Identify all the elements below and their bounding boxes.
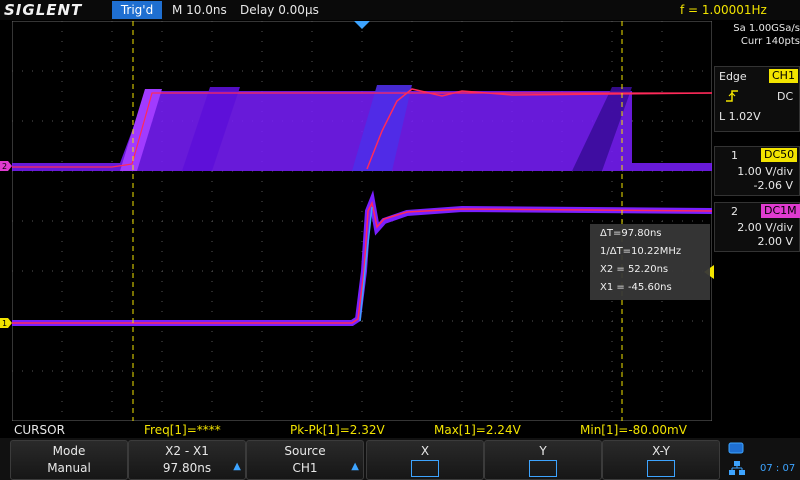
x2-readout: X2 = 52.20ns	[600, 264, 669, 275]
xy-cursor-icon	[647, 460, 675, 477]
clock: 07 : 07	[760, 463, 796, 474]
ch1-ground-marker: 1	[0, 318, 12, 328]
ch1-coupling: DC50	[761, 148, 798, 162]
ch2-ground-marker: 2	[0, 161, 12, 171]
rising-edge-icon	[726, 90, 738, 102]
trigger-position-marker	[354, 21, 370, 29]
ch1-offset: -2.06 V	[753, 179, 793, 192]
y-cursor-icon	[529, 460, 557, 477]
delta-t-readout: ΔT=97.80ns	[600, 228, 662, 239]
trigger-level: L 1.02V	[719, 110, 761, 123]
source-softkey[interactable]: Source CH1 ▲	[246, 440, 364, 480]
cursor-readout-box: ΔT=97.80ns 1/ΔT=10.22MHz X2 = 52.20ns X1…	[590, 224, 710, 300]
freq-measurement: Freq[1]=****	[144, 423, 221, 437]
x2-x1-softkey[interactable]: X2 - X1 97.80ns ▲	[128, 440, 246, 480]
ch2-number: 2	[731, 205, 738, 218]
trigger-type: Edge	[719, 70, 747, 83]
max-measurement: Max[1]=2.24V	[434, 423, 521, 437]
timebase-readout: M 10.0ns	[172, 3, 227, 17]
adjust-arrow-icon: ▲	[351, 461, 359, 472]
ch1-scale: 1.00 V/div	[737, 165, 793, 178]
trigger-status-badge: Trig'd	[112, 1, 162, 19]
adjust-arrow-icon: ▲	[233, 461, 241, 472]
y-cursor-softkey-label: Y	[539, 444, 547, 458]
ch1-number: 1	[731, 149, 738, 162]
pkpk-measurement: Pk-Pk[1]=2.32V	[290, 423, 385, 437]
frequency-counter: f = 1.00001Hz	[680, 3, 767, 17]
min-measurement: Min[1]=-80.00mV	[580, 423, 687, 437]
source-softkey-value: CH1	[292, 461, 318, 475]
delay-readout: Delay 0.00µs	[240, 3, 319, 17]
x2-x1-softkey-value: 97.80ns	[162, 461, 212, 475]
x-cursor-icon	[411, 460, 439, 477]
menu-title: CURSOR	[14, 423, 65, 437]
trigger-source: CH1	[769, 69, 798, 83]
inverse-delta-t-readout: 1/ΔT=10.22MHz	[600, 246, 682, 257]
memory-depth: Curr 140pts	[740, 36, 800, 47]
x-cursor-softkey-label: X	[420, 444, 430, 458]
trigger-coupling: DC	[777, 90, 794, 103]
ch2-panel[interactable]: 2 DC1M 2.00 V/div 2.00 V	[714, 202, 800, 252]
ch2-offset: 2.00 V	[757, 235, 793, 248]
y-cursor-softkey[interactable]: Y	[484, 440, 602, 480]
ch1-waveform	[12, 190, 712, 326]
brand-logo: SIGLENT	[4, 1, 83, 19]
battery-icon	[728, 442, 744, 454]
xy-cursor-softkey-label: X-Y	[652, 444, 670, 458]
trigger-panel[interactable]: Edge CH1 DC L 1.02V	[714, 66, 800, 132]
measurement-strip: CURSOR Freq[1]=**** Pk-Pk[1]=2.32V Max[1…	[0, 422, 800, 438]
mode-softkey-value: Manual	[47, 461, 91, 475]
waveform-display[interactable]	[12, 21, 712, 421]
network-icon	[729, 461, 745, 475]
softkey-menu: Mode Manual X2 - X1 97.80ns ▲ Source CH1…	[0, 438, 800, 480]
x-cursor-softkey[interactable]: X	[366, 440, 484, 480]
ch2-waveform	[12, 85, 712, 171]
top-status-bar	[0, 0, 800, 20]
acquisition-info: Sa 1.00GSa/s Curr 140pts	[714, 22, 800, 48]
source-softkey-label: Source	[284, 444, 326, 458]
svg-text:1: 1	[2, 319, 7, 328]
ch2-coupling: DC1M	[761, 204, 800, 218]
svg-text:2: 2	[2, 162, 7, 171]
x2-x1-softkey-label: X2 - X1	[165, 444, 209, 458]
xy-cursor-softkey[interactable]: X-Y	[602, 440, 720, 480]
ch1-panel[interactable]: 1 DC50 1.00 V/div -2.06 V	[714, 146, 800, 196]
mode-softkey-label: Mode	[52, 444, 86, 458]
x1-readout: X1 = -45.60ns	[600, 282, 672, 293]
ch2-scale: 2.00 V/div	[737, 221, 793, 234]
mode-softkey[interactable]: Mode Manual	[10, 440, 128, 480]
sample-rate: Sa 1.00GSa/s	[733, 23, 800, 34]
